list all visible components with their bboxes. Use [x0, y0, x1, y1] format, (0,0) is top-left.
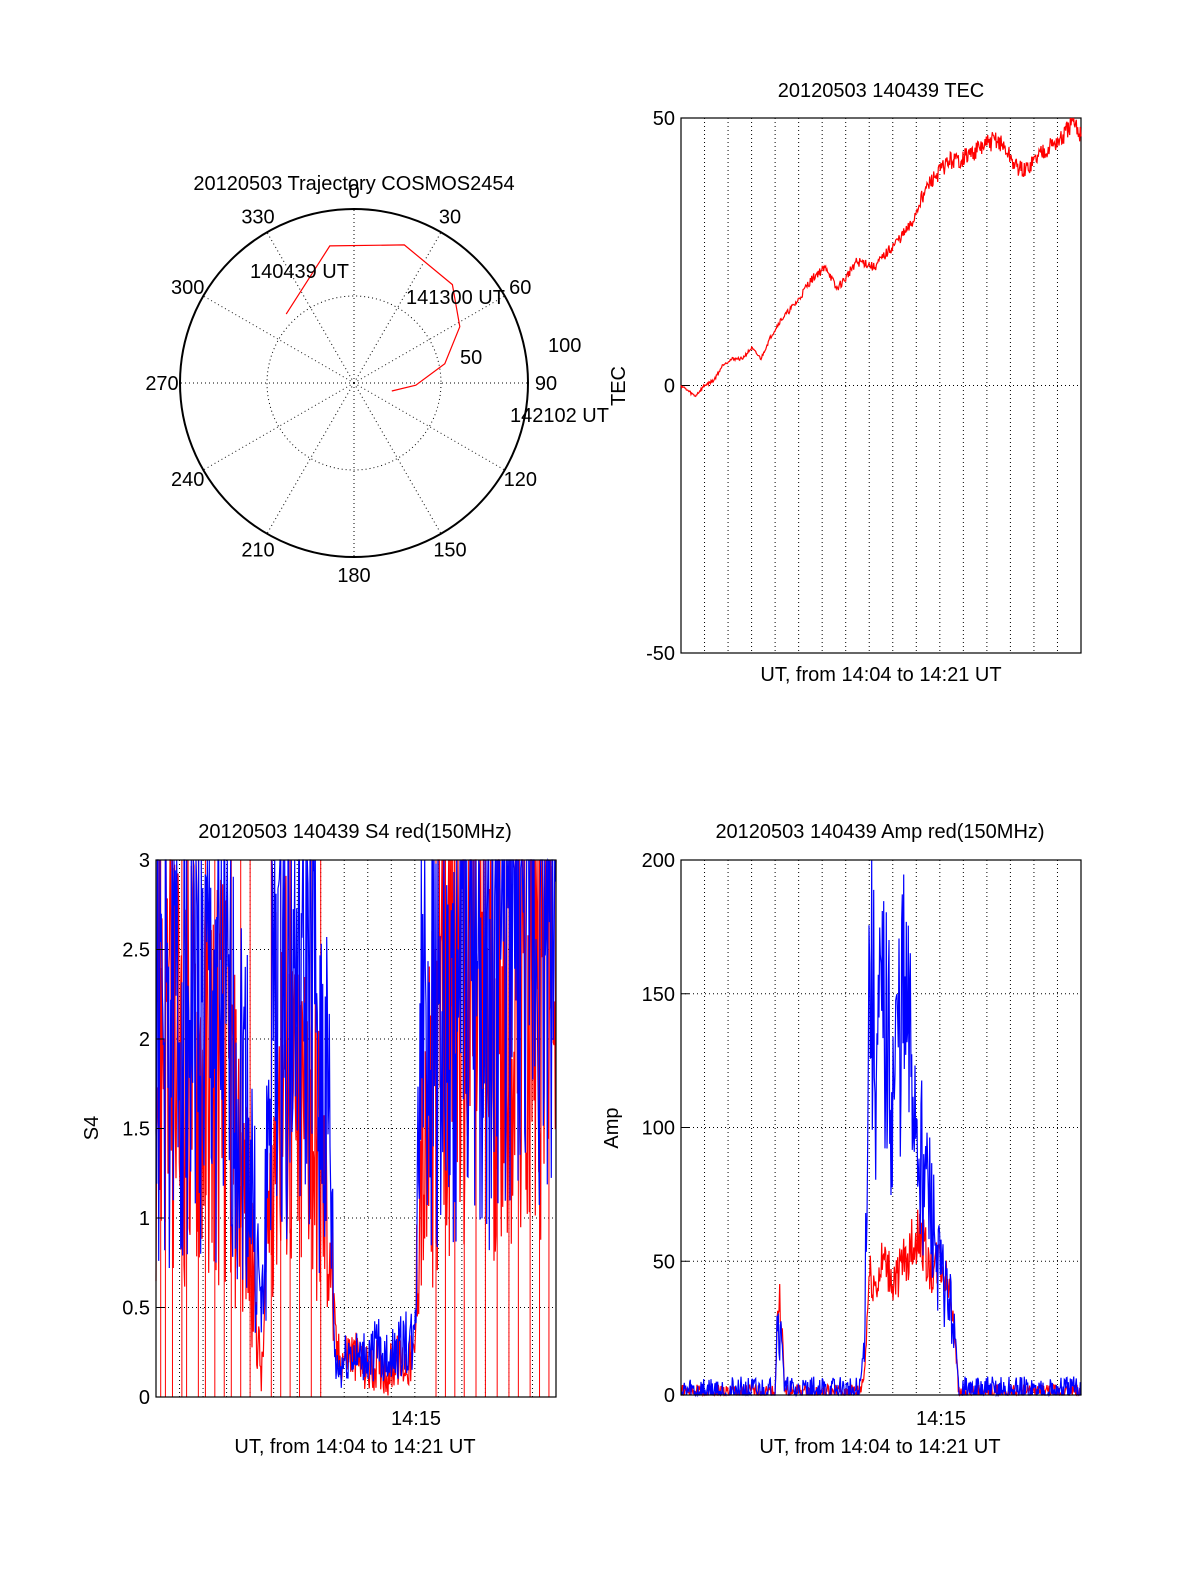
polar-outer-ring — [179, 208, 529, 558]
polar-trajectory-plot: 20120503 Trajectory COSMOS2454 0 30 60 90 12… — [145, 173, 609, 587]
polar-title: 20120503 Trajectory COSMOS2454 — [193, 173, 514, 195]
amp-ytick-label: 50 — [653, 1251, 675, 1273]
tec-plot: 20120503 140439 TEC 50 0 -50 TEC UT, from … — [608, 80, 1082, 686]
s4-ytick-label: 1.5 — [122, 1119, 150, 1141]
polar-spoke-330 — [266, 232, 355, 384]
polar-spoke-240 — [203, 382, 355, 471]
polar-annotation-mid: 141300 UT — [406, 287, 505, 309]
polar-azimuth-label-270: 270 — [145, 373, 178, 395]
s4-ytick-label: 3 — [139, 850, 150, 872]
amp-ytick-label: 200 — [642, 850, 675, 872]
polar-spoke-150 — [353, 382, 442, 534]
s4-xtick-14-15: 14:15 — [391, 1408, 441, 1430]
tec-grid — [681, 118, 1081, 653]
polar-azimuth-label-30: 30 — [439, 207, 461, 229]
amp-series-red — [681, 1209, 1082, 1398]
polar-spoke-210 — [266, 382, 355, 534]
amp-ylabel: Amp — [601, 1107, 623, 1148]
tec-ytick-label: 50 — [653, 108, 675, 130]
s4-title: 20120503 140439 S4 red(150MHz) — [198, 821, 512, 843]
amp-xtick-14-15: 14:15 — [916, 1408, 966, 1430]
polar-azimuth-label-210: 210 — [241, 539, 274, 561]
amp-ytick-label: 150 — [642, 984, 675, 1006]
amp-plot: 20120503 140439 Amp red(150MHz) 200 150 10… — [601, 821, 1082, 1458]
polar-azimuth-label-300: 300 — [171, 277, 204, 299]
tec-xlabel: UT, from 14:04 to 14:21 UT — [760, 664, 1001, 686]
amp-title: 20120503 140439 Amp red(150MHz) — [715, 821, 1044, 843]
polar-spoke-120 — [353, 382, 505, 471]
s4-plot: 20120503 140439 S4 red(150MHz) 3 2.5 2 1.5 1… — [81, 821, 557, 1458]
polar-azimuth-label-60: 60 — [509, 277, 531, 299]
tec-series-red — [680, 117, 1082, 398]
polar-azimuth-label-150: 150 — [433, 539, 466, 561]
s4-xlabel: UT, from 14:04 to 14:21 UT — [234, 1436, 475, 1458]
polar-annotation-start: 140439 UT — [250, 261, 349, 283]
polar-spoke-30 — [353, 232, 442, 384]
polar-azimuth-label-180: 180 — [337, 565, 370, 587]
polar-annotation-end: 142102 UT — [510, 405, 609, 427]
polar-spokes — [180, 209, 528, 557]
s4-ytick-label: 2 — [139, 1029, 150, 1051]
polar-ring-label-100: 100 — [548, 335, 581, 357]
s4-y-ticks: 3 2.5 2 1.5 1 0.5 0 — [122, 850, 164, 1409]
polar-azimuth-label-330: 330 — [241, 207, 274, 229]
s4-ylabel: S4 — [81, 1116, 103, 1140]
polar-azimuth-label-90: 90 — [535, 373, 557, 395]
polar-ring-label-50: 50 — [460, 347, 482, 369]
tec-ytick-label: -50 — [646, 643, 675, 665]
s4-ytick-label: 0.5 — [122, 1298, 150, 1320]
polar-spoke-60 — [353, 295, 505, 384]
polar-azimuth-label-120: 120 — [504, 469, 537, 491]
polar-azimuth-label-0: 0 — [348, 181, 359, 203]
s4-ytick-label: 1 — [139, 1208, 150, 1230]
s4-ytick-label: 2.5 — [122, 940, 150, 962]
amp-xlabel: UT, from 14:04 to 14:21 UT — [759, 1436, 1000, 1458]
amp-ytick-label: 0 — [664, 1385, 675, 1407]
polar-trajectory-line — [285, 244, 461, 392]
amp-ytick-label: 100 — [642, 1118, 675, 1140]
tec-ylabel: TEC — [608, 366, 630, 406]
polar-spoke-300 — [203, 295, 355, 384]
s4-series-blue — [155, 858, 557, 1388]
polar-inner-ring — [266, 295, 442, 471]
tec-title: 20120503 140439 TEC — [778, 80, 984, 102]
polar-azimuth-label-240: 240 — [171, 469, 204, 491]
amp-grid — [681, 860, 1081, 1395]
tec-y-ticks: 50 0 -50 — [646, 108, 689, 665]
s4-ytick-label: 0 — [139, 1387, 150, 1409]
tec-ytick-label: 0 — [664, 376, 675, 398]
amp-y-ticks: 200 150 100 50 0 — [642, 850, 689, 1407]
polar-azimuth-labels: 0 30 60 90 120 150 180 210 240 270 300 330 — [145, 181, 557, 587]
